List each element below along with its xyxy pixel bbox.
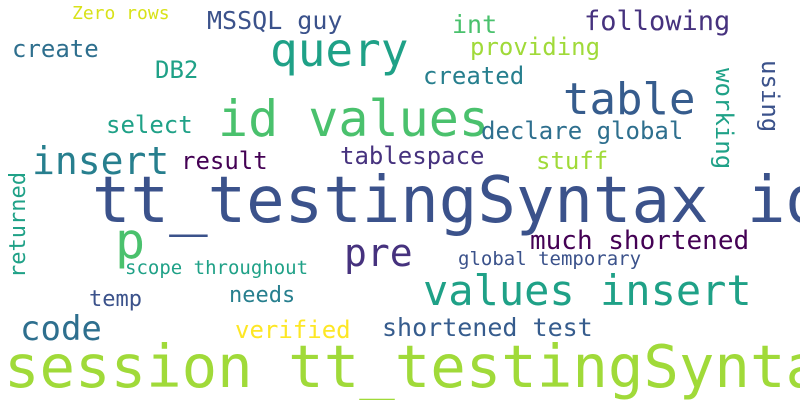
word-session-tt-testingsyntax: session tt_testingSyntax: [4, 332, 800, 400]
word-much-shortened: much shortened: [530, 226, 750, 256]
word-zero-rows: Zero rows: [72, 3, 170, 24]
word-create: create: [12, 35, 99, 63]
word-select: select: [106, 111, 193, 139]
word-working: working: [710, 68, 738, 170]
word-declare-global: declare global: [481, 117, 684, 145]
word-int: int: [452, 10, 498, 39]
word-needs: needs: [229, 283, 296, 308]
word-global-temporary: global temporary: [458, 248, 642, 270]
word-pre: pre: [344, 231, 413, 275]
word-insert: insert: [32, 139, 170, 183]
word-providing: providing: [470, 33, 601, 61]
word-tablespace: tablespace: [340, 142, 485, 170]
word-stuff: stuff: [536, 147, 609, 175]
word-db2: DB2: [155, 56, 199, 84]
word-using: using: [756, 60, 784, 133]
word-created: created: [423, 62, 525, 90]
word-tt-testingsyntax-id: tt_testingSyntax id: [92, 164, 800, 238]
word-values-insert: values insert: [423, 266, 752, 315]
word-result: result: [181, 147, 268, 175]
word-mssql-guy: MSSQL guy: [207, 6, 343, 35]
word-scope-throughout: scope throughout: [125, 257, 309, 279]
word-code: code: [20, 309, 102, 349]
word-returned: returned: [6, 172, 31, 278]
word-id-values: id values: [218, 90, 489, 148]
word-query: query: [270, 23, 409, 77]
word-following: following: [584, 6, 731, 37]
word-verified: verified: [235, 316, 351, 344]
word-p: p: [115, 212, 146, 270]
word-temp: temp: [89, 287, 142, 312]
word-table: table: [563, 74, 696, 125]
word-shortened-test: shortened test: [382, 313, 593, 342]
